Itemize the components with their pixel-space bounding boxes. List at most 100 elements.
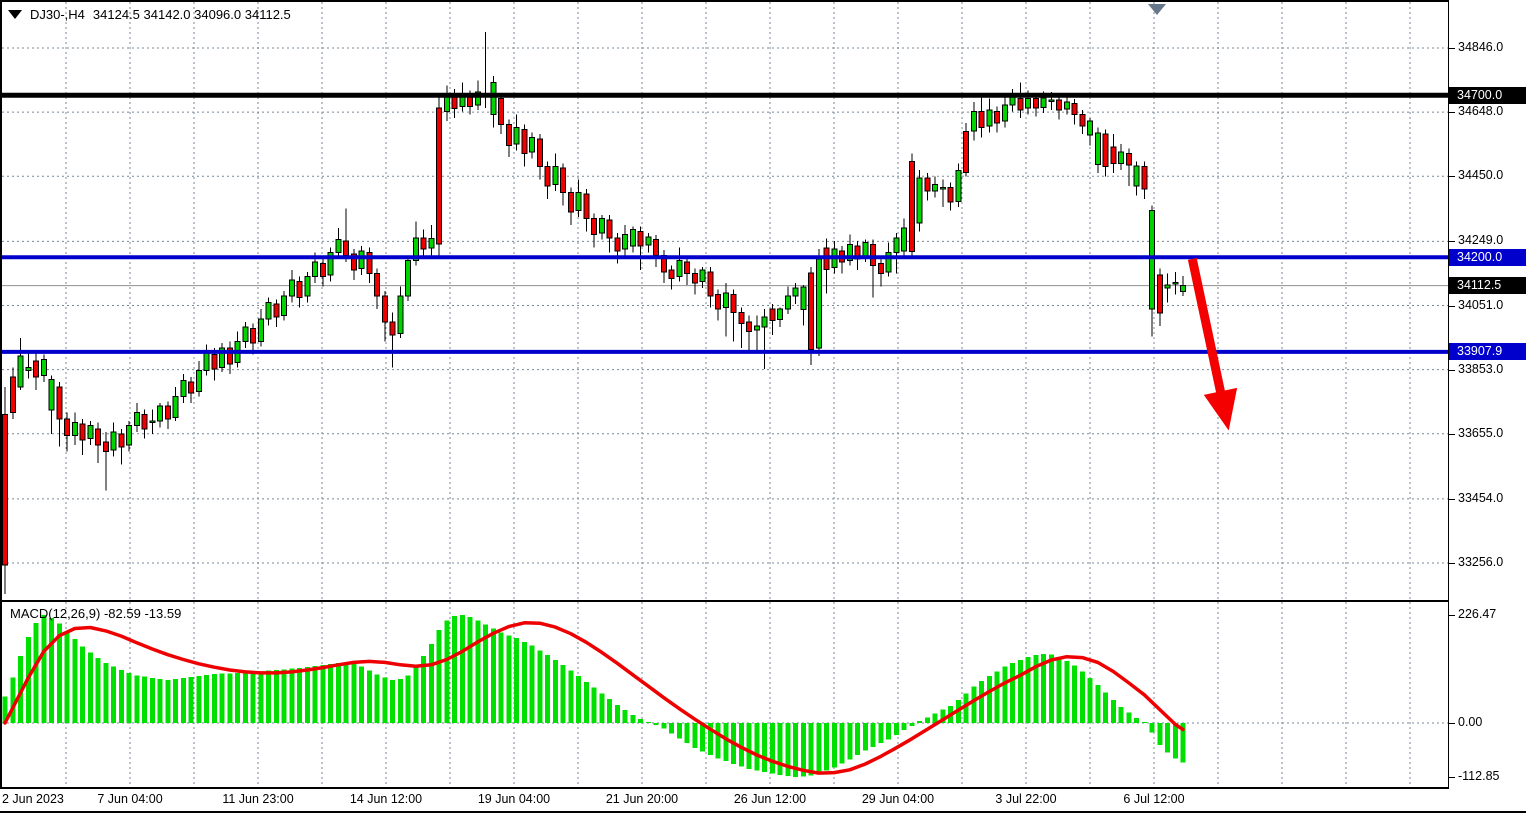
macd-bar xyxy=(1017,660,1023,723)
candle-body xyxy=(668,269,675,279)
macd-bar xyxy=(1157,723,1163,745)
macd-bar xyxy=(607,699,612,723)
candle-body xyxy=(916,177,923,224)
macd-bar xyxy=(746,723,752,769)
macd-bar xyxy=(219,673,225,723)
candle-body xyxy=(389,321,396,336)
macd-bar xyxy=(126,672,132,723)
candle-body xyxy=(211,353,218,370)
macd-bar xyxy=(1033,655,1039,723)
candle-body xyxy=(955,169,962,202)
candle-body xyxy=(95,428,101,446)
macd-bar xyxy=(211,673,217,723)
chart-shift-marker-icon[interactable] xyxy=(1148,4,1166,15)
candle-body xyxy=(598,217,605,234)
macd-bar xyxy=(1180,723,1186,763)
candle-body xyxy=(792,287,799,297)
candle-body xyxy=(730,294,737,313)
candle-body xyxy=(195,370,202,393)
macd-bar xyxy=(614,704,620,723)
macd-bar xyxy=(173,679,178,723)
candle-body xyxy=(188,381,194,394)
candle-body xyxy=(591,217,597,236)
candle-body xyxy=(1063,101,1070,110)
macd-bar xyxy=(436,629,442,723)
candle-body xyxy=(575,192,582,211)
candle-body xyxy=(180,379,187,397)
candle-body xyxy=(1071,102,1078,116)
candle-body xyxy=(281,295,287,317)
macd-bar xyxy=(157,679,163,723)
macd-bar xyxy=(289,668,295,723)
price-pane[interactable] xyxy=(0,0,1448,600)
price-axis[interactable]: 34846.0 34648.0 34450.0 34249.0 34051.0 33853… xyxy=(1448,0,1526,789)
candle-body xyxy=(947,187,954,203)
macd-bar xyxy=(994,671,1000,723)
macd-bar xyxy=(1025,657,1031,723)
macd-bar xyxy=(723,723,729,762)
macd-bar xyxy=(1141,722,1147,723)
candle-body xyxy=(1001,104,1008,122)
candle-body xyxy=(761,316,768,328)
macd-bar xyxy=(599,693,605,723)
macd-bar xyxy=(661,723,667,729)
macd-bar xyxy=(1110,700,1116,723)
candle-body xyxy=(79,423,86,441)
candle-body xyxy=(1017,98,1024,111)
price-level-badge: 34700.0 xyxy=(1449,87,1526,104)
candle-body xyxy=(1056,99,1062,111)
candle-body xyxy=(273,303,280,318)
candle-body xyxy=(2,413,8,566)
candle-body xyxy=(885,251,892,273)
candle-body xyxy=(529,136,535,153)
candle-body xyxy=(381,295,388,323)
macd-bar xyxy=(645,722,651,723)
candle-body xyxy=(738,311,745,325)
candle-body xyxy=(1156,274,1163,314)
candle-body xyxy=(707,271,714,297)
macd-bar xyxy=(638,719,643,723)
candlestick-series xyxy=(2,32,1186,595)
candle-body xyxy=(350,253,357,271)
time-axis-label: 3 Jul 22:00 xyxy=(995,792,1057,806)
candle-body xyxy=(17,355,24,388)
macd-bar xyxy=(940,709,946,723)
price-level-badge: 33907.9 xyxy=(1449,343,1526,360)
axis-tick xyxy=(1449,615,1455,616)
macd-bar xyxy=(676,723,682,739)
macd-bar xyxy=(483,624,488,723)
time-axis[interactable]: 2 Jun 2023 7 Jun 04:00 11 Jun 23:00 14 Jun … xyxy=(0,789,1526,811)
macd-bar xyxy=(816,723,822,774)
macd-pane[interactable] xyxy=(0,602,1448,787)
macd-bar xyxy=(591,687,597,723)
candle-body xyxy=(846,243,853,262)
candle-body xyxy=(335,238,342,253)
macd-bar xyxy=(49,618,54,723)
candle-body xyxy=(1149,209,1155,310)
macd-bar xyxy=(1056,657,1062,723)
candle-body xyxy=(552,166,559,185)
macd-bar xyxy=(111,666,116,723)
macd-bar xyxy=(1010,662,1015,723)
pane-separator[interactable] xyxy=(0,600,1526,602)
macd-bar xyxy=(421,656,426,723)
macd-bar xyxy=(490,628,496,723)
candle-body xyxy=(1118,151,1124,164)
candle-body xyxy=(366,251,373,274)
macd-bar xyxy=(901,723,907,731)
candle-body xyxy=(149,420,156,423)
axis-tick xyxy=(1449,370,1455,371)
macd-bar xyxy=(165,680,171,723)
macd-bar xyxy=(366,670,372,723)
macd-bar xyxy=(459,615,465,723)
trend-arrow-annotation[interactable] xyxy=(1187,257,1238,431)
price-axis-label: 34846.0 xyxy=(1458,40,1504,54)
one-click-trading-toggle-icon[interactable] xyxy=(8,10,22,19)
macd-bar xyxy=(1165,723,1170,753)
macd-bar xyxy=(560,665,566,723)
macd-bar xyxy=(180,678,186,723)
macd-bar xyxy=(56,623,62,723)
macd-bar xyxy=(312,666,318,723)
macd-bar xyxy=(552,660,558,723)
macd-bar xyxy=(1079,671,1085,723)
